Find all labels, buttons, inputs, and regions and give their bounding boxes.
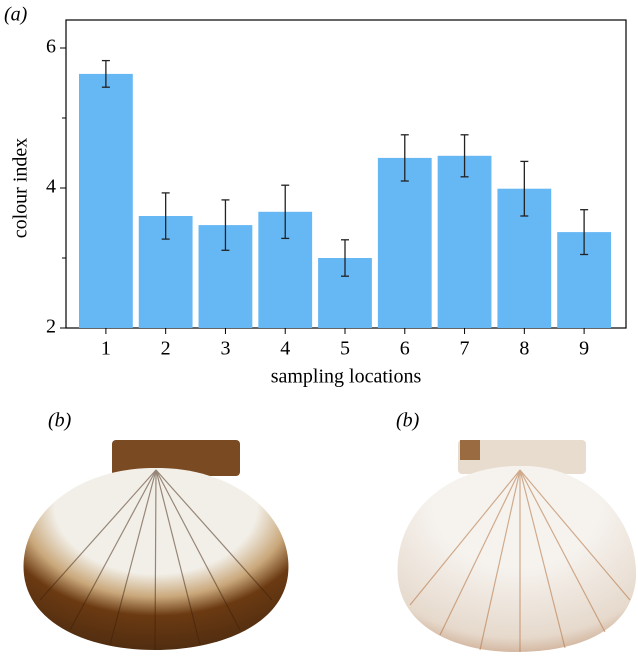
y-tick-label: 4 bbox=[46, 176, 56, 198]
x-tick-label: 5 bbox=[340, 338, 350, 360]
bar bbox=[78, 73, 133, 329]
panel-label: (a) bbox=[4, 4, 28, 26]
y-tick-label: 6 bbox=[46, 36, 56, 58]
shell-photo-left bbox=[23, 440, 289, 651]
x-tick-label: 3 bbox=[220, 338, 230, 360]
x-tick-label: 1 bbox=[101, 338, 111, 360]
panel-label: (b) bbox=[48, 410, 72, 432]
x-tick-label: 6 bbox=[400, 338, 410, 360]
x-tick-label: 8 bbox=[519, 338, 529, 360]
bar bbox=[377, 157, 432, 328]
x-tick-label: 9 bbox=[579, 338, 589, 360]
x-axis-label: sampling locations bbox=[271, 366, 422, 388]
x-tick-label: 7 bbox=[460, 338, 470, 360]
y-tick-label: 2 bbox=[46, 316, 56, 338]
shell-photo-right bbox=[397, 440, 637, 652]
x-tick-label: 2 bbox=[161, 338, 171, 360]
y-axis-label: colour index bbox=[10, 138, 32, 239]
bar bbox=[437, 155, 492, 328]
panel-label: (b) bbox=[396, 410, 420, 432]
x-tick-label: 4 bbox=[280, 338, 290, 360]
